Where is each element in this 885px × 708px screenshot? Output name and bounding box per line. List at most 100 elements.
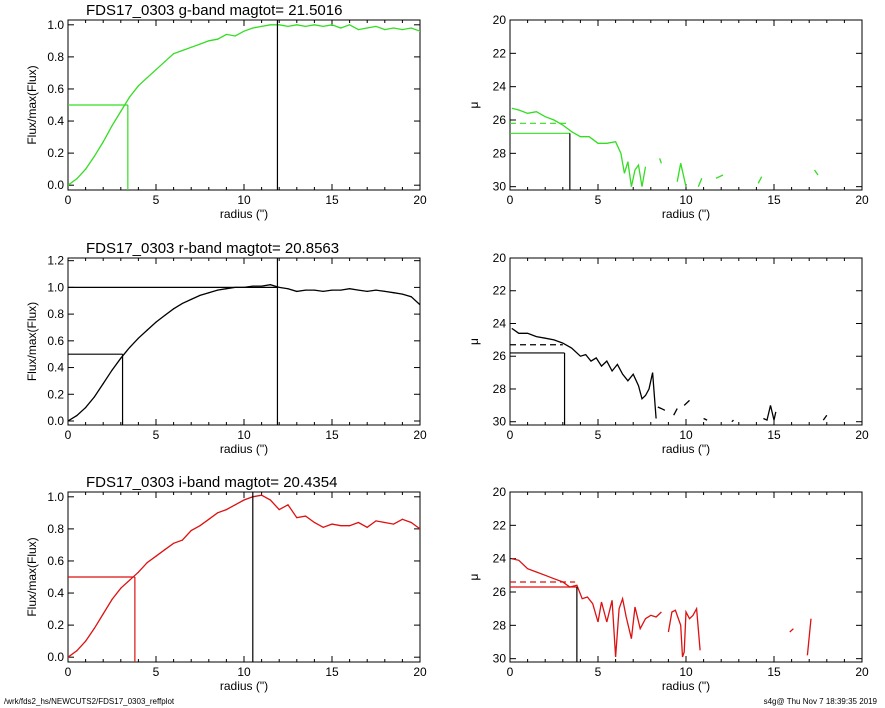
y-tick-label: 0.4 [47,361,64,375]
data-point [102,613,104,615]
y-tick-label: 22 [493,46,507,60]
data-point [76,178,78,180]
data-point [208,292,210,294]
data-point [340,27,342,29]
data-layer [510,107,819,190]
x-tick-label: 5 [595,193,602,207]
surface-brightness-line [667,606,701,658]
data-point [261,494,263,496]
data-point [322,25,324,28]
data-point [129,346,131,349]
footer-timestamp: s4g@ Thu Nov 7 18:39:35 2019 [763,697,877,706]
data-point [349,288,351,290]
x-tick-label: 10 [679,428,693,442]
data-point [173,308,175,310]
data-point [234,35,236,37]
data-point [375,25,377,28]
data-point [225,33,227,36]
x-tick-label: 10 [679,193,693,207]
data-point [384,521,386,524]
x-tick-label: 20 [413,193,427,207]
chart-title: FDS17_0303 r-band magtot= 20.8563 [86,240,339,257]
data-point [85,168,87,170]
data-point [173,53,175,55]
surface-brightness-line [673,408,678,416]
surface-brightness-line [511,327,657,419]
data-point [146,329,148,331]
x-axis-label: radius (") [662,207,710,221]
x-tick-label: 5 [595,428,602,442]
y-tick-label: 0.8 [47,522,64,536]
surface-brightness-line [715,174,724,179]
data-point [313,24,315,26]
surface-brightness-line [822,414,828,421]
data-point [208,40,210,42]
x-axis-label: radius (") [220,442,268,456]
x-tick-label: 10 [679,665,693,679]
growth-curve-line [68,494,420,658]
data-point [76,650,78,652]
data-point [164,314,166,317]
data-point [129,96,131,98]
y-tick-label: 20 [493,13,507,27]
data-point [393,27,395,29]
y-tick-label: 0.8 [47,307,64,321]
data-point [102,382,104,385]
x-tick-label: 0 [507,665,514,679]
data-layer [68,258,420,425]
y-tick-label: 0.6 [47,554,64,568]
data-point [111,369,113,371]
y-tick-label: 0.4 [47,586,64,600]
y-tick-label: 20 [493,485,507,499]
x-tick-label: 5 [153,428,160,442]
data-point [287,504,289,506]
y-tick-label: 1.0 [47,490,64,504]
data-point [410,27,412,29]
data-point [305,289,307,291]
y-axis-label: μ [467,573,481,580]
y-tick-label: 0.2 [47,387,64,401]
surface-brightness-line [683,399,690,406]
data-point [296,24,298,26]
data-point [322,290,324,292]
data-point [93,627,95,629]
y-tick-label: 0.2 [47,618,64,632]
axes-frame [509,257,863,426]
x-axis-label: radius (") [220,679,268,693]
y-tick-label: 26 [493,349,507,363]
data-point [190,298,192,301]
x-tick-label: 10 [237,193,251,207]
data-point [137,85,139,87]
x-tick-label: 20 [855,665,869,679]
axes-frame [509,19,863,191]
data-point [234,504,236,506]
panel-3: 0 5 10 15 20 0.0 0.2 0.4 0.6 0.8 1.0 1.2 radius (") F… [25,240,427,456]
y-tick-label: 0.6 [47,334,64,348]
data-point [287,25,289,28]
data-point [225,509,227,511]
data-point [190,46,192,48]
x-tick-label: 0 [65,193,72,207]
x-axis-label: radius (") [662,679,710,693]
y-axis-label: Flux/max(Flux) [25,65,39,144]
data-point [419,528,420,530]
y-tick-label: 0.2 [47,146,64,160]
data-point [366,526,368,528]
surface-brightness-line [703,417,708,421]
data-point [164,61,166,63]
surface-brightness-line [697,178,703,187]
y-tick-label: 0.8 [47,50,64,64]
data-point [340,289,342,291]
x-tick-label: 5 [153,193,160,207]
data-point [296,290,298,292]
data-point [93,396,95,398]
data-point [349,525,351,527]
data-point [217,289,219,291]
x-tick-label: 15 [325,665,339,679]
data-point [68,420,69,422]
x-tick-label: 15 [767,428,781,442]
data-point [102,141,104,143]
data-point [322,526,324,528]
data-point [120,357,122,359]
